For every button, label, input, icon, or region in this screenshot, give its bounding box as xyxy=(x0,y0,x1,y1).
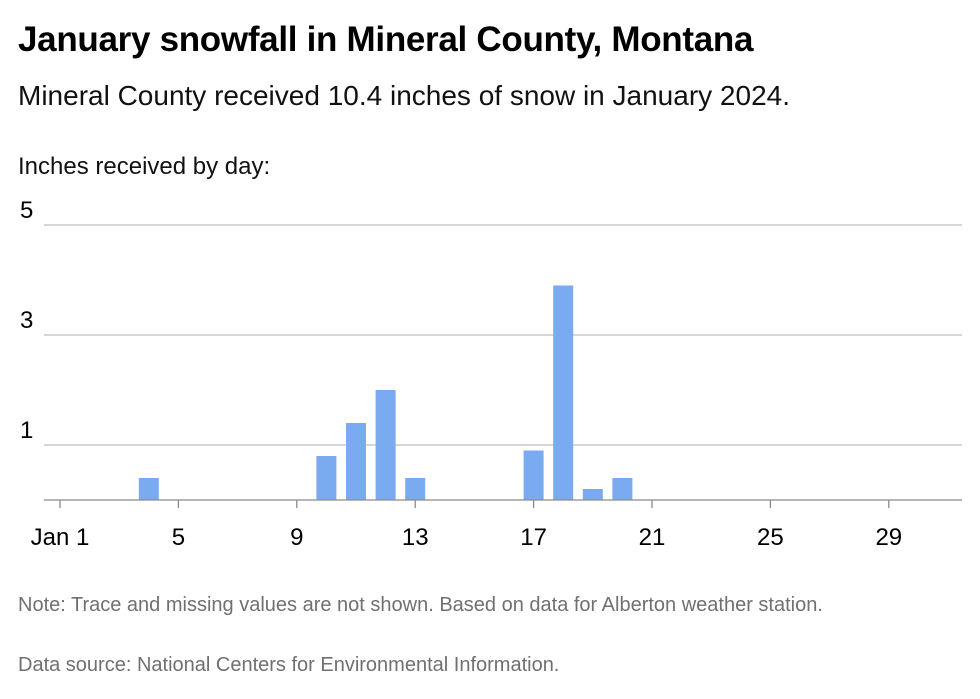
x-tick-label-13: 13 xyxy=(402,524,429,551)
bar-jan-4 xyxy=(138,478,159,500)
bar-jan-19 xyxy=(582,489,603,500)
bars xyxy=(138,285,633,500)
bar-jan-10 xyxy=(316,456,337,500)
y-axis-label: Inches received by day: xyxy=(18,153,271,180)
bar-jan-12 xyxy=(375,390,396,500)
y-tick-label-1: 1 xyxy=(20,417,33,444)
x-tick-label-9: 9 xyxy=(290,524,303,551)
chart-title: January snowfall in Mineral County, Mont… xyxy=(18,20,754,59)
bar-jan-13 xyxy=(405,478,426,500)
x-tick-label-21: 21 xyxy=(639,524,666,551)
x-tick-label-5: 5 xyxy=(172,524,185,551)
x-tick-label-17: 17 xyxy=(520,524,547,551)
x-tick-label-1: Jan 1 xyxy=(31,524,90,551)
x-tick-label-25: 25 xyxy=(757,524,784,551)
chart-subtitle: Mineral County received 10.4 inches of s… xyxy=(18,80,790,111)
bar-jan-18 xyxy=(553,285,574,500)
snowfall-bar-chart: 135 Jan 1 5 9 13 17 21 25 29 xyxy=(20,197,962,551)
gridlines: 1 3 5 xyxy=(20,197,962,446)
y-tick-label-3: 3 xyxy=(20,307,33,334)
y-tick-label-5: 5 xyxy=(20,197,33,224)
footnote: Note: Trace and missing values are not s… xyxy=(18,594,823,616)
x-axis: Jan 1 5 9 13 17 21 25 29 xyxy=(31,499,962,551)
data-source: Data source: National Centers for Enviro… xyxy=(18,654,560,676)
bar-jan-17 xyxy=(523,450,544,500)
x-tick-label-29: 29 xyxy=(875,524,902,551)
bar-jan-11 xyxy=(346,423,366,500)
bar-jan-20 xyxy=(612,478,633,500)
